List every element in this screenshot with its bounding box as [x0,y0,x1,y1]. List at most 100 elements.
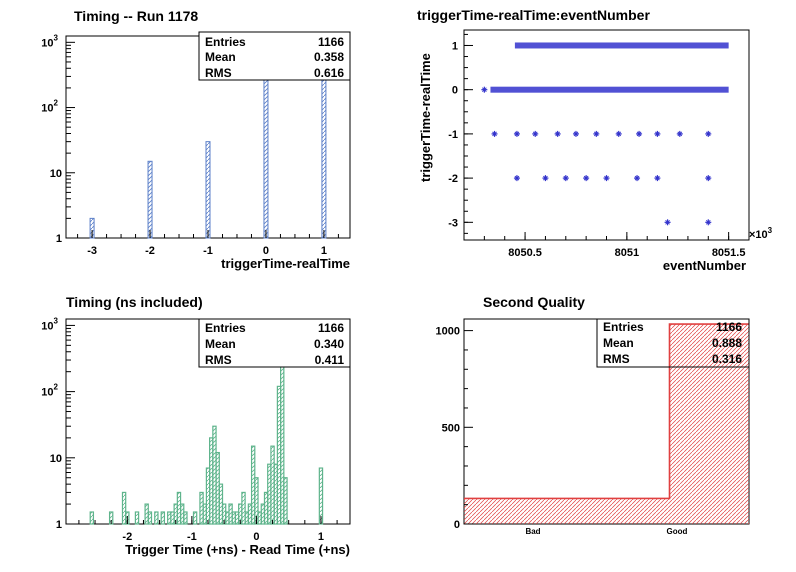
stat-value: 0.340 [314,337,344,351]
data-point [705,130,712,137]
stat-value: 0.316 [712,352,742,366]
stat-value: 1166 [716,320,742,334]
y-tick-label: 1 [56,233,62,245]
point-stroke [573,131,579,137]
point-stroke [665,219,670,225]
stat-label: Entries [603,320,644,334]
data-point [676,130,683,137]
data-point [636,130,643,137]
point-stroke [593,131,599,137]
bar [318,467,324,525]
data-point [513,175,520,182]
data-point [532,130,539,137]
x-tick-label: 0 [263,245,269,257]
x-multiplier: ×103 [749,226,773,241]
point-stroke [514,175,520,181]
panel-scatter: triggerTime-realTime:eventNumber 1 0 -1 -2 -… [417,7,773,273]
data-point [572,130,579,137]
x-tick-label: 8051 [615,247,639,259]
bar [192,511,198,525]
point-band [514,42,729,49]
x-tick-label: 1 [321,245,327,257]
y-axis-label: triggerTime-realTime [418,53,433,182]
point-stroke [705,219,711,225]
x-tick-label: -2 [145,245,155,257]
x-axis-label: triggerTime-realTime [221,256,350,271]
bar [121,491,127,525]
x-tick-label: 0 [253,531,259,543]
bar [147,160,153,239]
bar [160,511,166,525]
x-tick-label: 8051.5 [712,247,746,259]
histogram-outline [464,323,749,500]
data-point [615,130,622,137]
y-tick-label: -1 [448,129,458,141]
x-tick-label: 1 [318,531,324,543]
y-tick-label: 1000 [436,326,460,338]
y-tick-label: 103 [41,33,58,49]
bar [205,141,211,239]
x-multiplier-exp: 3 [768,226,773,235]
point-stroke [677,131,683,137]
y-tick-label: 10 [50,453,62,465]
y-tick-label: 102 [41,383,58,399]
x-tick-label: -1 [187,531,197,543]
point-stroke [555,131,560,137]
point-stroke [563,175,569,181]
stats-box: Entries 1166 Mean 0.358 RMS 0.616 [198,31,351,81]
y-tick-label: 103 [41,316,58,332]
panel-timing-run: Timing -- Run 1178 1 10 102 103 -3 -2 -1 0 1 tri… [41,8,351,271]
stat-value: 0.358 [314,50,344,64]
x-tick-label: -1 [203,245,213,257]
y-tick-label: 10 [50,168,62,180]
x-tick-label: 8050.5 [508,247,542,259]
stat-value: 0.411 [315,353,345,367]
point-stroke [705,175,711,181]
data-point [654,130,661,137]
bar [321,60,327,239]
bar [147,511,153,525]
stat-label: RMS [205,353,232,367]
data-point [542,175,549,182]
stat-label: Entries [205,35,246,49]
data-point [513,130,520,137]
stats-box: Entries 1166 Mean 0.340 RMS 0.411 [198,318,351,368]
data-point [583,175,590,182]
data-point [593,130,600,137]
y-tick-label: 0 [452,85,458,97]
chart-title: triggerTime-realTime:eventNumber [417,7,650,23]
y-tick-label: 1 [56,519,62,531]
point-stroke [604,175,609,181]
chart-title: Timing -- Run 1178 [74,8,198,24]
point-stroke [655,131,660,137]
stat-label: Entries [205,321,246,335]
x-tick-label: -2 [122,531,132,543]
data-point [562,175,569,182]
bar [89,511,95,525]
point-stroke [543,175,548,181]
stat-label: Mean [205,337,236,351]
point-stroke [634,175,640,181]
point-stroke [705,131,711,137]
bar [241,491,246,525]
stats-box: Entries 1166 Mean 0.888 RMS 0.316 [596,318,750,368]
bar [134,511,140,525]
data-point [481,86,488,93]
chart-title: Timing (ns included) [66,294,203,310]
data-point [634,175,641,182]
stat-label: RMS [603,352,630,366]
stat-label: RMS [205,66,232,80]
point-stroke [655,175,660,181]
data-point [603,175,610,182]
point-stroke [482,87,487,93]
x-axis-label: eventNumber [663,258,746,273]
point-stroke [514,131,520,137]
stat-label: Mean [603,336,634,350]
bar [263,56,269,239]
point-stroke [532,131,538,137]
y-tick-label: 102 [41,99,58,115]
panel-timing-ns: Timing (ns included) 1 10 102 103 -2 -1 0 1 Tri… [41,294,351,557]
bar [283,477,288,525]
y-tick-label: -2 [448,173,458,185]
